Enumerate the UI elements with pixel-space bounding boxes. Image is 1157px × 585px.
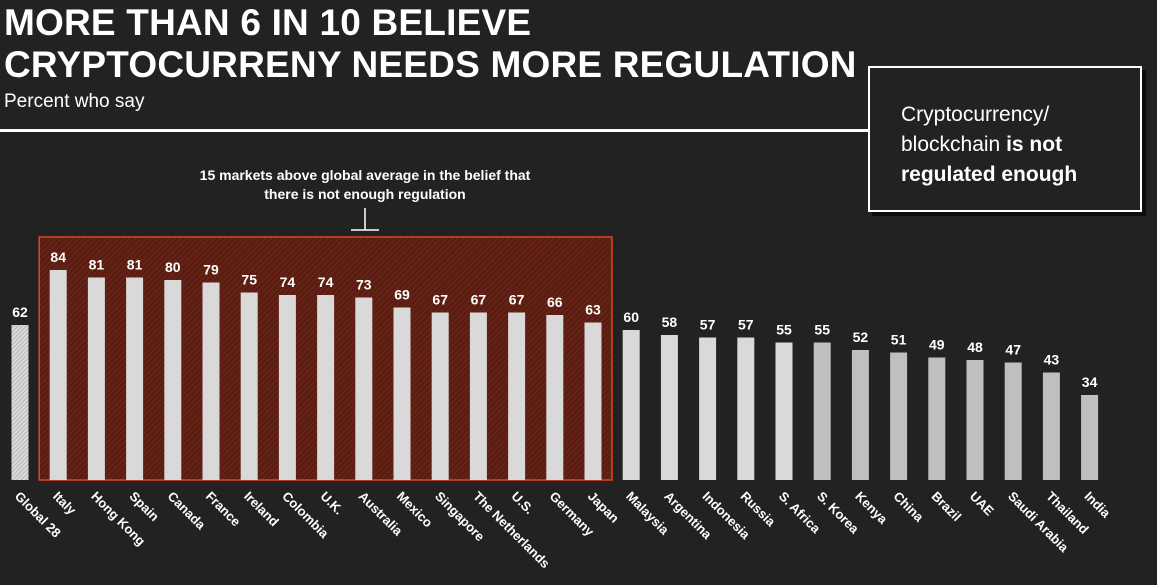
annotation: 15 markets above global average in the b… bbox=[200, 167, 531, 231]
value-label-japan: 63 bbox=[585, 302, 601, 318]
annotation-line-2: there is not enough regulation bbox=[264, 186, 465, 202]
value-label-france: 79 bbox=[203, 262, 219, 278]
value-label-colombia: 74 bbox=[280, 274, 296, 290]
callout-line-1: Cryptocurrency/ bbox=[901, 103, 1050, 126]
bar-the-netherlands bbox=[469, 312, 487, 480]
bar-italy bbox=[49, 270, 67, 480]
value-label-u-k: 74 bbox=[318, 274, 334, 290]
value-label-brazil: 49 bbox=[929, 337, 945, 353]
bar-saudi-arabia bbox=[1004, 362, 1022, 480]
callout-legend-box: Cryptocurrency/ blockchain is not regula… bbox=[868, 66, 1142, 212]
category-label-france: France bbox=[203, 489, 244, 530]
title-divider bbox=[0, 129, 870, 132]
callout-line-3: regulated enough bbox=[901, 160, 1120, 190]
bar-canada bbox=[164, 280, 182, 480]
chart-title-line-1: MORE THAN 6 IN 10 BELIEVE bbox=[4, 2, 532, 43]
bar-singapore bbox=[431, 312, 449, 480]
value-label-ireland: 75 bbox=[241, 272, 257, 288]
bar-s-africa bbox=[775, 342, 793, 480]
bar-japan bbox=[584, 322, 602, 480]
value-label-singapore: 67 bbox=[432, 292, 448, 308]
bar-ireland bbox=[240, 292, 258, 480]
bar-spain bbox=[126, 277, 144, 480]
category-label-canada: Canada bbox=[165, 489, 209, 533]
callout-line-2-plain: blockchain bbox=[901, 133, 1007, 156]
bar-china bbox=[890, 352, 908, 480]
value-label-argentina: 58 bbox=[662, 314, 678, 330]
bar-uae bbox=[966, 360, 984, 480]
value-label-germany: 66 bbox=[547, 294, 563, 310]
bar-thailand bbox=[1042, 372, 1060, 480]
value-label-china: 51 bbox=[891, 332, 907, 348]
category-label-spain: Spain bbox=[126, 489, 162, 525]
value-label-saudi-arabia: 47 bbox=[1005, 342, 1021, 358]
bar-australia bbox=[355, 297, 373, 480]
bar-argentina bbox=[660, 335, 678, 480]
bar-global-28 bbox=[11, 325, 29, 480]
value-label-italy: 84 bbox=[50, 249, 66, 265]
bar-u-k bbox=[317, 295, 335, 480]
bar-indonesia bbox=[699, 337, 717, 480]
value-label-indonesia: 57 bbox=[700, 317, 716, 333]
value-label-india: 34 bbox=[1082, 374, 1098, 390]
category-label-china: China bbox=[890, 489, 927, 526]
value-label-global-28: 62 bbox=[12, 304, 28, 320]
annotation-line-1: 15 markets above global average in the b… bbox=[200, 167, 531, 183]
bar-colombia bbox=[278, 295, 296, 480]
value-label-malaysia: 60 bbox=[623, 309, 639, 325]
value-label-u-s: 67 bbox=[509, 292, 525, 308]
category-label-italy: Italy bbox=[50, 489, 80, 519]
value-label-thailand: 43 bbox=[1044, 352, 1060, 368]
value-label-s-korea: 55 bbox=[814, 322, 830, 338]
bar-s-korea bbox=[813, 342, 831, 480]
bar-germany bbox=[546, 315, 564, 480]
category-label-japan: Japan bbox=[585, 489, 622, 526]
chart-title-line-2: CRYPTOCURRENY NEEDS MORE REGULATION bbox=[4, 44, 857, 85]
category-label-u-k: U.K. bbox=[317, 489, 346, 518]
value-label-spain: 81 bbox=[127, 257, 143, 273]
value-label-s-africa: 55 bbox=[776, 322, 792, 338]
bar-u-s bbox=[508, 312, 526, 480]
callout-line-2-bold: is not bbox=[1006, 133, 1063, 156]
callout-line-2: blockchain is not bbox=[901, 130, 1120, 160]
value-label-hong-kong: 81 bbox=[89, 257, 105, 273]
value-label-uae: 48 bbox=[967, 339, 983, 355]
value-label-mexico: 69 bbox=[394, 287, 410, 303]
bar-mexico bbox=[393, 307, 411, 480]
category-label-u-s: U.S. bbox=[508, 489, 536, 517]
value-label-the-netherlands: 67 bbox=[471, 292, 487, 308]
callout-line-3-bold: regulated enough bbox=[901, 163, 1078, 186]
category-label-ireland: Ireland bbox=[241, 489, 282, 530]
bar-malaysia bbox=[622, 330, 640, 480]
value-label-canada: 80 bbox=[165, 259, 181, 275]
bar-kenya bbox=[851, 350, 869, 480]
bar-hong-kong bbox=[87, 277, 105, 480]
value-label-russia: 57 bbox=[738, 317, 754, 333]
bar-india bbox=[1081, 395, 1099, 480]
chart-subtitle: Percent who say bbox=[4, 91, 145, 112]
bar-france bbox=[202, 282, 220, 480]
category-label-india: India bbox=[1081, 489, 1114, 522]
category-label-brazil: Brazil bbox=[929, 489, 965, 525]
value-label-kenya: 52 bbox=[853, 329, 869, 345]
chart-title: MORE THAN 6 IN 10 BELIEVE CRYPTOCURRENY … bbox=[4, 2, 857, 86]
bar-russia bbox=[737, 337, 755, 480]
category-label-uae: UAE bbox=[967, 489, 997, 519]
value-label-australia: 73 bbox=[356, 277, 372, 293]
bar-brazil bbox=[928, 357, 946, 480]
